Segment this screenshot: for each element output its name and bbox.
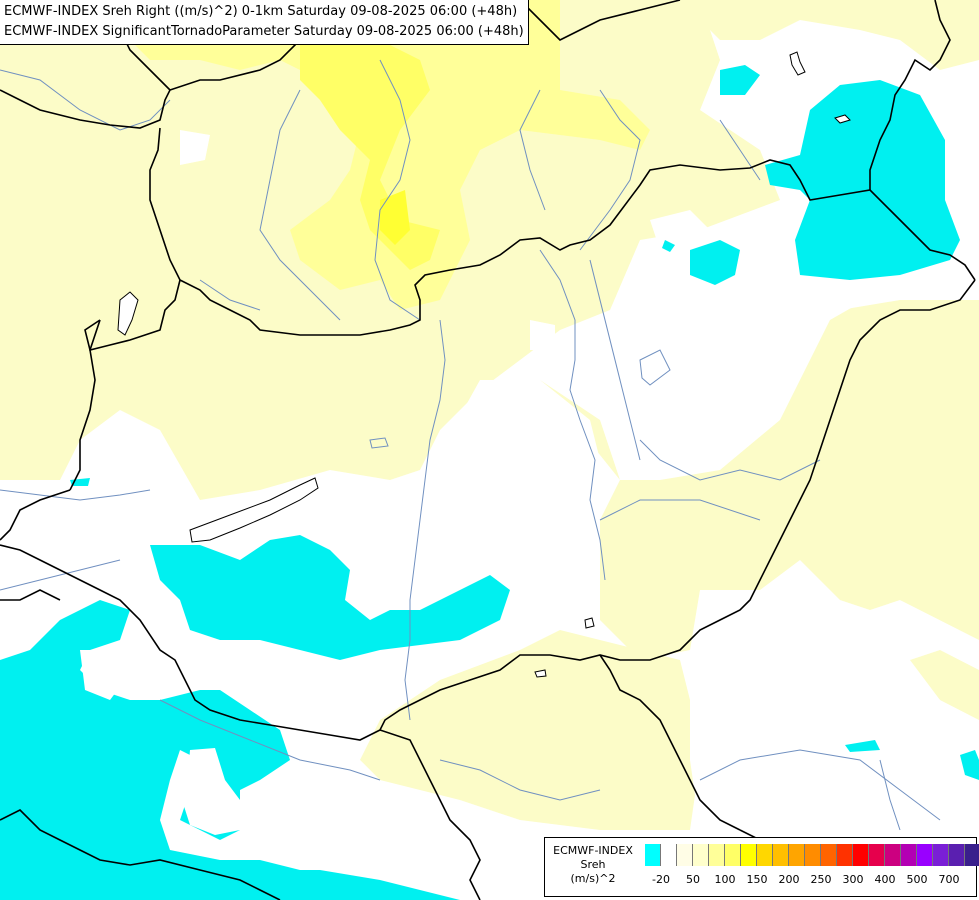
legend-tick-label: 250 — [810, 873, 832, 886]
legend-swatch — [837, 844, 853, 866]
legend-swatch — [693, 844, 709, 866]
legend-tick-label: 700 — [938, 873, 960, 886]
legend-tick-labels: -20 50 100 150 200 250 300 400 500 700 — [645, 873, 975, 887]
legend-swatch — [917, 844, 933, 866]
legend-source: ECMWF-INDEX — [553, 844, 633, 857]
legend-swatch — [949, 844, 965, 866]
legend-tick-label: 150 — [746, 873, 768, 886]
rivers — [0, 59, 941, 831]
sreh-cyan-areas — [0, 65, 979, 900]
title-line-sreh: ECMWF-INDEX Sreh Right ((m/s)^2) 0-1km S… — [4, 4, 518, 19]
legend-swatch — [757, 844, 773, 866]
legend-tick-label: -20 — [652, 873, 670, 886]
small-lakes — [117, 51, 851, 678]
legend-tick-label: 300 — [842, 873, 864, 886]
legend-unit: (m/s)^2 — [570, 872, 616, 885]
legend-swatch — [805, 844, 821, 866]
cyan-white-holes — [80, 650, 240, 835]
legend-swatch — [853, 844, 869, 866]
legend-tick-label: 200 — [778, 873, 800, 886]
legend-color-scale — [645, 844, 979, 866]
legend-swatch — [741, 844, 757, 866]
legend-swatch — [885, 844, 901, 866]
lake-balaton — [189, 477, 319, 543]
legend-swatch — [821, 844, 837, 866]
legend-tick-label: 50 — [686, 873, 700, 886]
legend-swatch — [773, 844, 789, 866]
legend-tick-label: 400 — [874, 873, 896, 886]
legend-swatch — [965, 844, 979, 866]
legend-swatch — [933, 844, 949, 866]
legend-swatch — [677, 844, 693, 866]
legend-swatch — [709, 844, 725, 866]
color-legend: ECMWF-INDEX Sreh (m/s)^2 -20 50 100 150 200 2… — [544, 837, 979, 897]
title-line-stp: ECMWF-INDEX SignificantTornadoParameter … — [4, 24, 524, 39]
legend-swatch — [725, 844, 741, 866]
map-title-box: ECMWF-INDEX Sreh Right ((m/s)^2) 0-1km S… — [0, 0, 529, 45]
sreh-bright-yellow-areas — [300, 30, 440, 270]
legend-parameter: Sreh — [580, 858, 606, 871]
legend-swatch — [789, 844, 805, 866]
legend-swatch — [661, 844, 677, 866]
legend-tick-label: 500 — [906, 873, 928, 886]
legend-swatch — [645, 844, 661, 866]
legend-swatch — [869, 844, 885, 866]
legend-tick-label: 100 — [714, 873, 736, 886]
legend-swatch — [901, 844, 917, 866]
legend-label: ECMWF-INDEX Sreh (m/s)^2 — [545, 844, 641, 886]
